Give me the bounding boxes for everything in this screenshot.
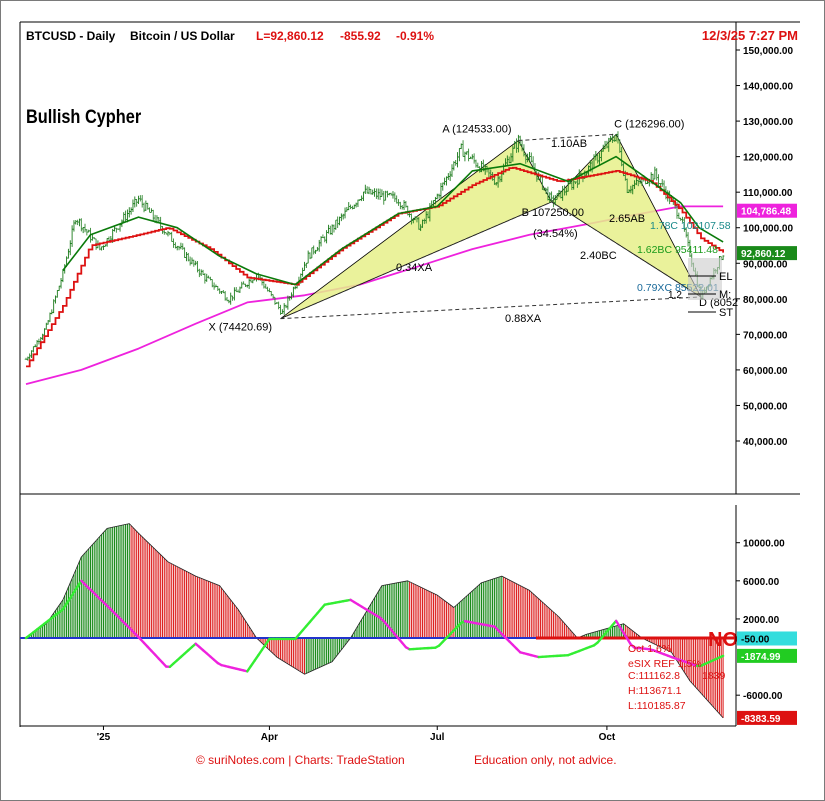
y-tick-label: 80,000.00 — [743, 295, 788, 306]
footer-disclaimer: Education only, not advice. — [474, 753, 617, 767]
price-tag-label: 104,786.48 — [741, 207, 791, 218]
xb-line — [280, 201, 552, 320]
osc-annotation: 1839 — [702, 670, 726, 682]
point-a-label: A (124533.00) — [442, 124, 511, 136]
ratio-ab-label: 1.10AB — [551, 138, 587, 150]
point-c-label: C (126296.00) — [614, 118, 684, 130]
sma-green-line — [62, 155, 724, 286]
osc-tick-label: -6000.00 — [743, 691, 783, 702]
footer-credit: © suriNotes.com | Charts: TradeStation — [196, 753, 405, 767]
y-tick-label: 110,000.00 — [743, 188, 793, 199]
y-tick-label: 50,000.00 — [743, 401, 788, 412]
header-last: L=92,860.12 — [256, 29, 324, 43]
y-tick-label: 120,000.00 — [743, 153, 793, 164]
osc-value-tag — [737, 710, 797, 725]
trade-zone — [688, 258, 722, 300]
y-tick-label: 70,000.00 — [743, 330, 788, 341]
price-tag — [737, 246, 797, 261]
ratio-pct-label: (34.54%) — [533, 228, 578, 240]
osc-value-tag-label: -50.00 — [741, 634, 770, 645]
sma-red-line — [26, 166, 724, 368]
pattern-title: Bullish Cypher — [26, 106, 141, 127]
osc-annotation: H:113671.1 — [628, 685, 682, 697]
ac-line — [518, 133, 617, 142]
trade-label-stop: ST — [719, 307, 733, 319]
price-panel: X (74420.69) A (124533.00) B 107250.00 C (1… — [19, 21, 800, 727]
header-pct: -0.91% — [396, 29, 434, 43]
histogram-outline — [25, 523, 724, 719]
osc-value-tag-label: -1874.99 — [741, 652, 781, 663]
oscillator-panel: NO Oct 1.6% eSIX REF 1.5%C:111162.8 1839 H:1… — [20, 505, 797, 727]
trade-label-mid: M: — [719, 289, 731, 301]
osc-tick-label: 6000.00 — [743, 577, 780, 588]
projection-1: 1.78C 102107.58 — [650, 220, 731, 232]
projection-2: 1.62BC 95411.48 — [637, 244, 718, 256]
osc-annotation: eSIX REF 1.5% — [628, 658, 702, 670]
ratio-xa-label: 0.34XA — [396, 262, 433, 274]
price-tag — [737, 203, 797, 218]
no-signal-label: NO — [708, 629, 738, 651]
header-symbol: BTCUSD - Daily — [26, 29, 116, 43]
osc-value-tag-label: -8383.59 — [741, 714, 781, 725]
y-tick-label: 90,000.00 — [743, 259, 788, 270]
y-tick-label: 60,000.00 — [743, 366, 788, 377]
xd-line — [280, 296, 701, 320]
point-b-label: B 107250.00 — [522, 207, 584, 219]
x-tick-label: Jul — [430, 732, 445, 743]
y-tick-label: 140,000.00 — [743, 82, 793, 93]
ratio-bc-label: 2.40BC — [580, 250, 617, 262]
osc-annotation: Oct 1.6% — [628, 643, 671, 655]
osc-value-tag — [737, 631, 797, 646]
y-tick-label: 100,000.00 — [743, 224, 793, 235]
x-tick-label: Apr — [261, 732, 278, 743]
header-change: -855.92 — [340, 29, 381, 43]
header-datetime: 12/3/25 7:27 PM — [702, 28, 798, 43]
bd-line — [551, 201, 702, 298]
point-x-label: X (74420.69) — [208, 322, 272, 334]
x-tick-label: Oct — [599, 732, 616, 743]
ratio-ab2-label: 2.65AB — [609, 213, 645, 225]
osc-annotation: C:111162.8 — [628, 670, 680, 682]
osc-tick-label: 10000.00 — [743, 539, 785, 550]
projection-4: 1.2 — [668, 290, 682, 301]
price-tag-label: 92,860.12 — [741, 249, 786, 260]
triangle-bcd — [550, 133, 703, 299]
osc-value-tag — [737, 648, 797, 663]
osc-tick-label: 2000.00 — [743, 615, 780, 626]
y-tick-label: 40,000.00 — [743, 437, 788, 448]
y-tick-label: 150,000.00 — [743, 46, 793, 57]
osc-annotation: L:110185.87 — [628, 700, 686, 712]
y-tick-label: 130,000.00 — [743, 117, 793, 128]
header-name: Bitcoin / US Dollar — [130, 29, 235, 43]
signal-line-seg — [718, 654, 725, 659]
x-tick-label: '25 — [97, 732, 111, 743]
ratio-xa2-label: 0.88XA — [505, 313, 542, 325]
trade-label-entry: EL — [719, 271, 732, 283]
